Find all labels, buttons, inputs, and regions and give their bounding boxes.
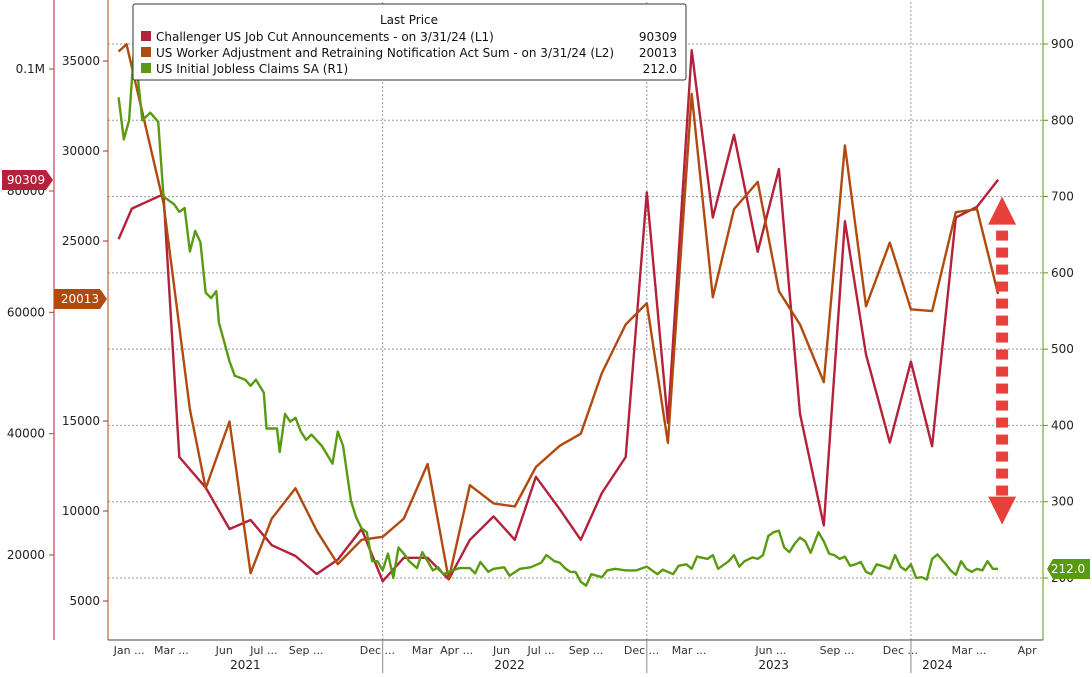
left1-tick-label: 10000 <box>62 504 100 518</box>
arrow-dash <box>996 485 1009 496</box>
arrow-dash <box>996 366 1009 377</box>
legend-value-claims: 212.0 <box>643 62 677 76</box>
arrow-dash <box>996 451 1009 462</box>
x-tick-label: Mar <box>412 644 433 657</box>
x-tick-label: Apr <box>1018 644 1038 657</box>
x-tick-label: Jan ... <box>113 644 145 657</box>
last-value-tag-claims-shape <box>1047 559 1090 579</box>
legend-header: Last Price <box>380 13 438 27</box>
x-tick-label: Jun <box>215 644 233 657</box>
x-year-label: 2021 <box>230 658 261 672</box>
right-tick-label: 400 <box>1051 418 1074 432</box>
arrow-dash <box>996 468 1009 479</box>
left2-top-tick-label: 0.1M <box>16 62 45 76</box>
arrow-dash <box>996 298 1009 309</box>
arrow-dash <box>996 332 1009 343</box>
arrow-dash <box>996 400 1009 411</box>
x-year-label: 2024 <box>922 658 953 672</box>
left1-tick-label: 35000 <box>62 54 100 68</box>
arrow-dash <box>996 281 1009 292</box>
x-tick-label: Apr ... <box>440 644 473 657</box>
arrow-head-down <box>988 496 1017 525</box>
arrow-dash <box>996 383 1009 394</box>
challenger-series-line <box>117 49 1000 583</box>
x-year-label: 2023 <box>758 658 789 672</box>
x-tick-label: Dec ... <box>360 644 395 657</box>
right-tick-label: 800 <box>1051 113 1074 127</box>
last-value-tag-challenger-shape <box>2 170 53 190</box>
x-tick-label: Jun ... <box>754 644 786 657</box>
right-tick-label: 900 <box>1051 37 1074 51</box>
arrow-head-up <box>988 196 1017 225</box>
series-layer <box>117 42 1000 587</box>
legend-value-challenger: 90309 <box>639 30 677 44</box>
legend-swatch-warn <box>141 47 151 57</box>
x-tick-label: Dec ... <box>624 644 659 657</box>
left1-tick-label: 25000 <box>62 234 100 248</box>
last-value-tag-claims: 212.0 <box>1047 559 1090 579</box>
right-tick-label: 600 <box>1051 266 1074 280</box>
x-tick-label: Sep ... <box>569 644 604 657</box>
last-value-tag-warn-text: 20013 <box>61 292 99 306</box>
legend-swatch-claims <box>141 63 151 73</box>
x-tick-label: Dec ... <box>883 644 918 657</box>
left1-tick-label: 5000 <box>69 594 100 608</box>
last-value-tag-warn: 20013 <box>54 289 107 309</box>
arrow-dash <box>996 315 1009 326</box>
arrow-dash <box>996 417 1009 428</box>
arrow-dash <box>996 230 1009 241</box>
arrow-dash <box>996 264 1009 275</box>
last-value-tag-challenger-text: 90309 <box>7 173 45 187</box>
right-tick-label: 700 <box>1051 190 1074 204</box>
claims-series-line <box>117 42 999 587</box>
left2-tick-label: 40000 <box>7 427 45 441</box>
x-tick-label: Mar ... <box>154 644 189 657</box>
legend-value-warn: 20013 <box>639 46 677 60</box>
x-tick-label: Jul ... <box>527 644 555 657</box>
x-year-label: 2022 <box>494 658 525 672</box>
x-tick-label: Jul ... <box>249 644 277 657</box>
legend-swatch-challenger <box>141 31 151 41</box>
right-tick-label: 500 <box>1051 342 1074 356</box>
arrow-dash <box>996 434 1009 445</box>
left1-tick-label: 30000 <box>62 144 100 158</box>
arrow-dash <box>996 247 1009 258</box>
legend-label-challenger: Challenger US Job Cut Announcements - on… <box>156 30 494 44</box>
legend-box <box>132 3 687 81</box>
warn-series-line <box>117 43 1000 581</box>
annotation-layer <box>988 196 1017 525</box>
left2-tick-label: 60000 <box>7 305 45 319</box>
last-value-tag-challenger: 90309 <box>2 170 53 190</box>
legend: Last Price Challenger US Job Cut Announc… <box>132 3 687 81</box>
x-tick-label: Sep ... <box>820 644 855 657</box>
x-tick-label: Mar ... <box>952 644 987 657</box>
legend-label-claims: US Initial Jobless Claims SA (R1) <box>156 62 348 76</box>
last-value-tag-warn-shape <box>54 289 107 309</box>
x-tick-label: Sep ... <box>289 644 324 657</box>
left1-tick-label: 15000 <box>62 414 100 428</box>
left2-tick-label: 20000 <box>7 548 45 562</box>
grid-layer <box>108 2 1043 640</box>
x-tick-label: Mar ... <box>672 644 707 657</box>
right-tick-label: 300 <box>1051 495 1074 509</box>
x-tick-label: Jun <box>492 644 510 657</box>
legend-label-warn: US Worker Adjustment and Retraining Noti… <box>156 46 614 60</box>
last-value-tag-claims-text: 212.0 <box>1051 562 1085 576</box>
arrow-dash <box>996 349 1009 360</box>
